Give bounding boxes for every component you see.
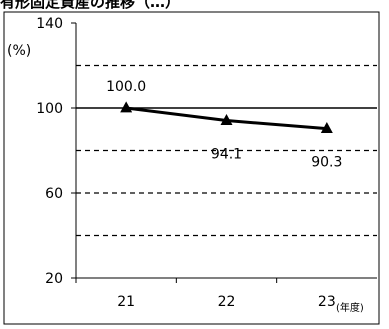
y-axis-unit: (%) bbox=[7, 43, 31, 59]
y-tick-label-20: 20 bbox=[45, 271, 63, 287]
chart-header: 有形固定資産の推移（…） bbox=[0, 0, 181, 11]
y-tick-label-100: 100 bbox=[36, 101, 63, 117]
axes bbox=[71, 22, 377, 283]
y-tick-label-140: 140 bbox=[36, 16, 63, 32]
data-label-23: 90.3 bbox=[311, 155, 342, 171]
x-axis-unit: (年度) bbox=[336, 301, 364, 314]
x-tick-label-22: 22 bbox=[218, 294, 236, 310]
data-label-22: 94.1 bbox=[211, 147, 242, 163]
y-tick-label-60: 60 bbox=[45, 186, 63, 202]
data-point-23 bbox=[320, 122, 333, 134]
data-label-21: 100.0 bbox=[106, 79, 146, 95]
labels: 20 60 100 140 (%) 21 22 23 (年度) 100.0 94.1 90.3 bbox=[7, 16, 364, 314]
plot-frame bbox=[3, 11, 380, 325]
x-tick-label-21: 21 bbox=[117, 294, 135, 310]
data-point-22 bbox=[220, 113, 233, 125]
data-point-21 bbox=[120, 101, 133, 113]
series bbox=[120, 101, 333, 134]
x-tick-label-23: 23 bbox=[318, 294, 336, 310]
